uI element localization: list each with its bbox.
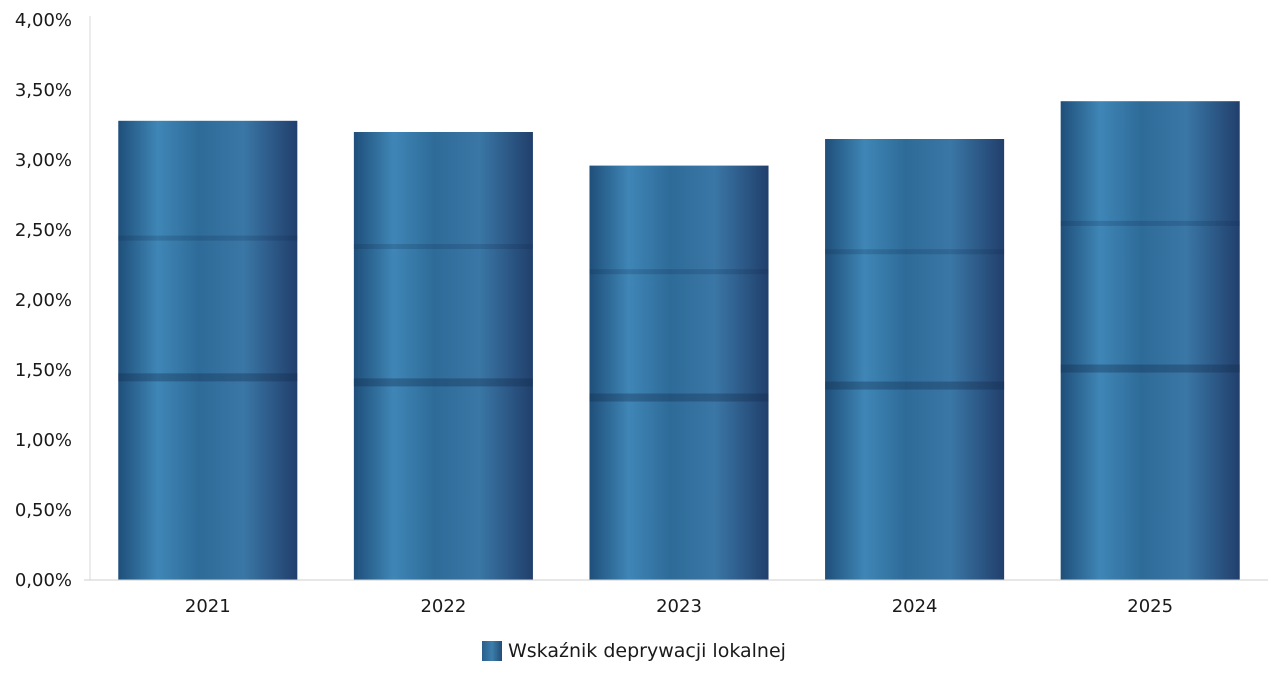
bar-2024 bbox=[825, 139, 1005, 580]
bar-band bbox=[589, 269, 769, 275]
bar-band bbox=[589, 393, 769, 402]
x-tick-label: 2024 bbox=[892, 596, 938, 617]
x-tick-label: 2023 bbox=[656, 596, 702, 617]
bars bbox=[118, 101, 1240, 581]
legend-label: Wskaźnik deprywacji lokalnej bbox=[508, 640, 786, 662]
y-tick-label: 2,00% bbox=[15, 290, 72, 311]
bar-band bbox=[825, 381, 1005, 390]
bar-band bbox=[353, 378, 533, 387]
y-tick-label: 2,50% bbox=[15, 220, 72, 241]
y-tick-label: 0,00% bbox=[15, 570, 72, 591]
bar-2022 bbox=[353, 132, 533, 580]
x-tick-label: 2022 bbox=[420, 596, 466, 617]
bar-2025 bbox=[1060, 101, 1240, 580]
bar-band bbox=[1060, 364, 1240, 373]
bar-band bbox=[118, 235, 298, 241]
y-tick-label: 1,50% bbox=[15, 360, 72, 381]
x-tick-label: 2021 bbox=[185, 596, 231, 617]
y-tick-label: 3,00% bbox=[15, 150, 72, 171]
bar-2021 bbox=[118, 120, 298, 581]
bar-2023 bbox=[589, 165, 769, 580]
y-tick-label: 0,50% bbox=[15, 500, 72, 521]
legend-swatch bbox=[482, 641, 502, 661]
y-tick-label: 4,00% bbox=[15, 10, 72, 31]
bar-band bbox=[118, 373, 298, 382]
y-tick-label: 1,00% bbox=[15, 430, 72, 451]
legend: Wskaźnik deprywacji lokalnej bbox=[482, 640, 786, 662]
x-tick-label: 2025 bbox=[1127, 596, 1173, 617]
x-axis: 2021 2022 2023 2024 2025 bbox=[84, 579, 1268, 617]
y-axis: 0,00% 0,50% 1,00% 1,50% 2,00% 2,50% 3,00% 3,50%… bbox=[15, 10, 91, 591]
y-tick-label: 3,50% bbox=[15, 80, 72, 101]
bar-band bbox=[1060, 220, 1240, 226]
bar-band bbox=[825, 249, 1005, 255]
bar-band bbox=[353, 244, 533, 249]
